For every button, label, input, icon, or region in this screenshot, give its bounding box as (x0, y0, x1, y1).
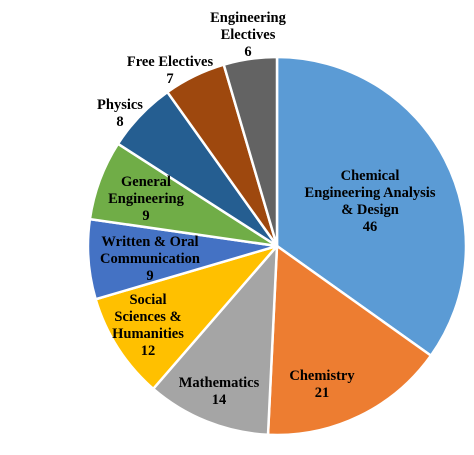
data-label: General Engineering 9 (108, 174, 184, 224)
pie-slice-mathematics (151, 244, 279, 437)
data-label-value: 21 (315, 385, 330, 401)
data-label: Social Sciences & Humanities 12 (112, 292, 184, 359)
data-label-category: Engineering Analysis (305, 185, 436, 201)
data-label-category: & Design (341, 202, 399, 218)
data-label-value: 46 (363, 219, 378, 235)
data-label-value: 12 (141, 343, 156, 359)
pie-slice-chemistry (266, 244, 433, 437)
data-label-category: General (121, 174, 171, 190)
data-label-value: 9 (146, 268, 153, 284)
data-label-category: Mathematics (179, 375, 260, 391)
data-label-value: 6 (244, 44, 251, 60)
pie-labels: Chemical Engineering Analysis & Design 46Ch… (97, 10, 436, 408)
data-label-category: Free Electives (127, 54, 214, 70)
data-label-category: Chemistry (289, 368, 355, 384)
data-label-category: Humanities (112, 326, 184, 342)
pie-slice-social-sciences-humanities (94, 244, 279, 391)
data-label: Written & Oral Communication 9 (100, 234, 200, 284)
data-label-category: Sciences & (114, 309, 181, 325)
data-label: Physics 8 (97, 97, 143, 130)
data-label: Engineering Electives 6 (210, 10, 286, 60)
data-label-value: 9 (142, 208, 149, 224)
data-label-category: Social (129, 292, 166, 308)
data-label-category: Engineering (210, 10, 286, 26)
pie-slice-engineering-electives (222, 55, 279, 248)
data-label: Free Electives 7 (127, 54, 214, 87)
data-label-category: Communication (100, 251, 200, 267)
data-label-category: Written & Oral (101, 234, 198, 250)
data-label-category: Electives (221, 27, 276, 43)
data-label-value: 8 (116, 114, 123, 130)
data-label: Chemical Engineering Analysis & Design 46 (305, 168, 436, 235)
pie-slice-chemical-engineering-analysis-design (275, 55, 468, 357)
data-label: Mathematics 14 (179, 375, 260, 408)
data-label-category: Chemical (341, 168, 400, 184)
data-label-category: Engineering (108, 191, 184, 207)
data-label-value: 7 (166, 71, 173, 87)
pie-slices (86, 55, 468, 437)
data-label-category: Physics (97, 97, 143, 113)
data-label-value: 14 (212, 392, 227, 408)
data-label: Chemistry 21 (289, 368, 355, 401)
